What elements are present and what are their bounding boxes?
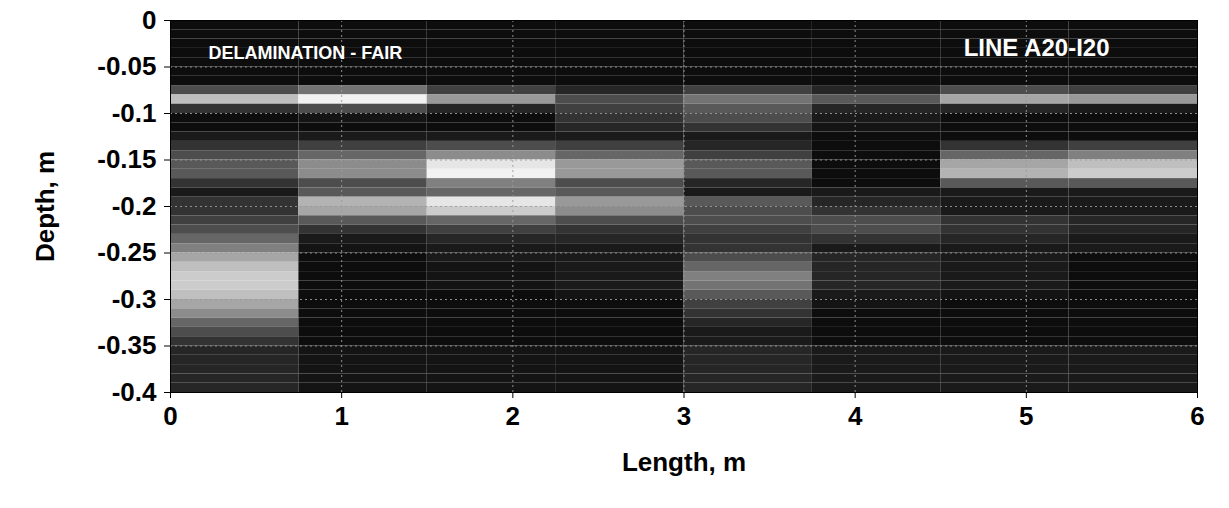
svg-text:4: 4 (848, 401, 863, 431)
svg-text:-0.05: -0.05 (97, 51, 156, 81)
svg-text:-0.35: -0.35 (97, 330, 156, 360)
svg-text:Depth, m: Depth, m (30, 151, 60, 262)
svg-text:Length, m: Length, m (622, 447, 746, 477)
svg-text:-0.15: -0.15 (97, 144, 156, 174)
svg-text:6: 6 (1190, 401, 1204, 431)
svg-text:3: 3 (677, 401, 691, 431)
svg-text:-0.1: -0.1 (112, 98, 157, 128)
svg-text:1: 1 (334, 401, 348, 431)
svg-text:0: 0 (142, 5, 156, 35)
svg-text:-0.25: -0.25 (97, 237, 156, 267)
svg-text:-0.2: -0.2 (112, 191, 157, 221)
svg-text:2: 2 (506, 401, 520, 431)
svg-text:-0.3: -0.3 (112, 284, 157, 314)
svg-text:-0.4: -0.4 (112, 377, 157, 407)
svg-text:0: 0 (163, 401, 177, 431)
svg-text:DELAMINATION - FAIR: DELAMINATION - FAIR (209, 43, 403, 63)
svg-text:5: 5 (1019, 401, 1033, 431)
svg-text:LINE A20-I20: LINE A20-I20 (964, 34, 1110, 61)
